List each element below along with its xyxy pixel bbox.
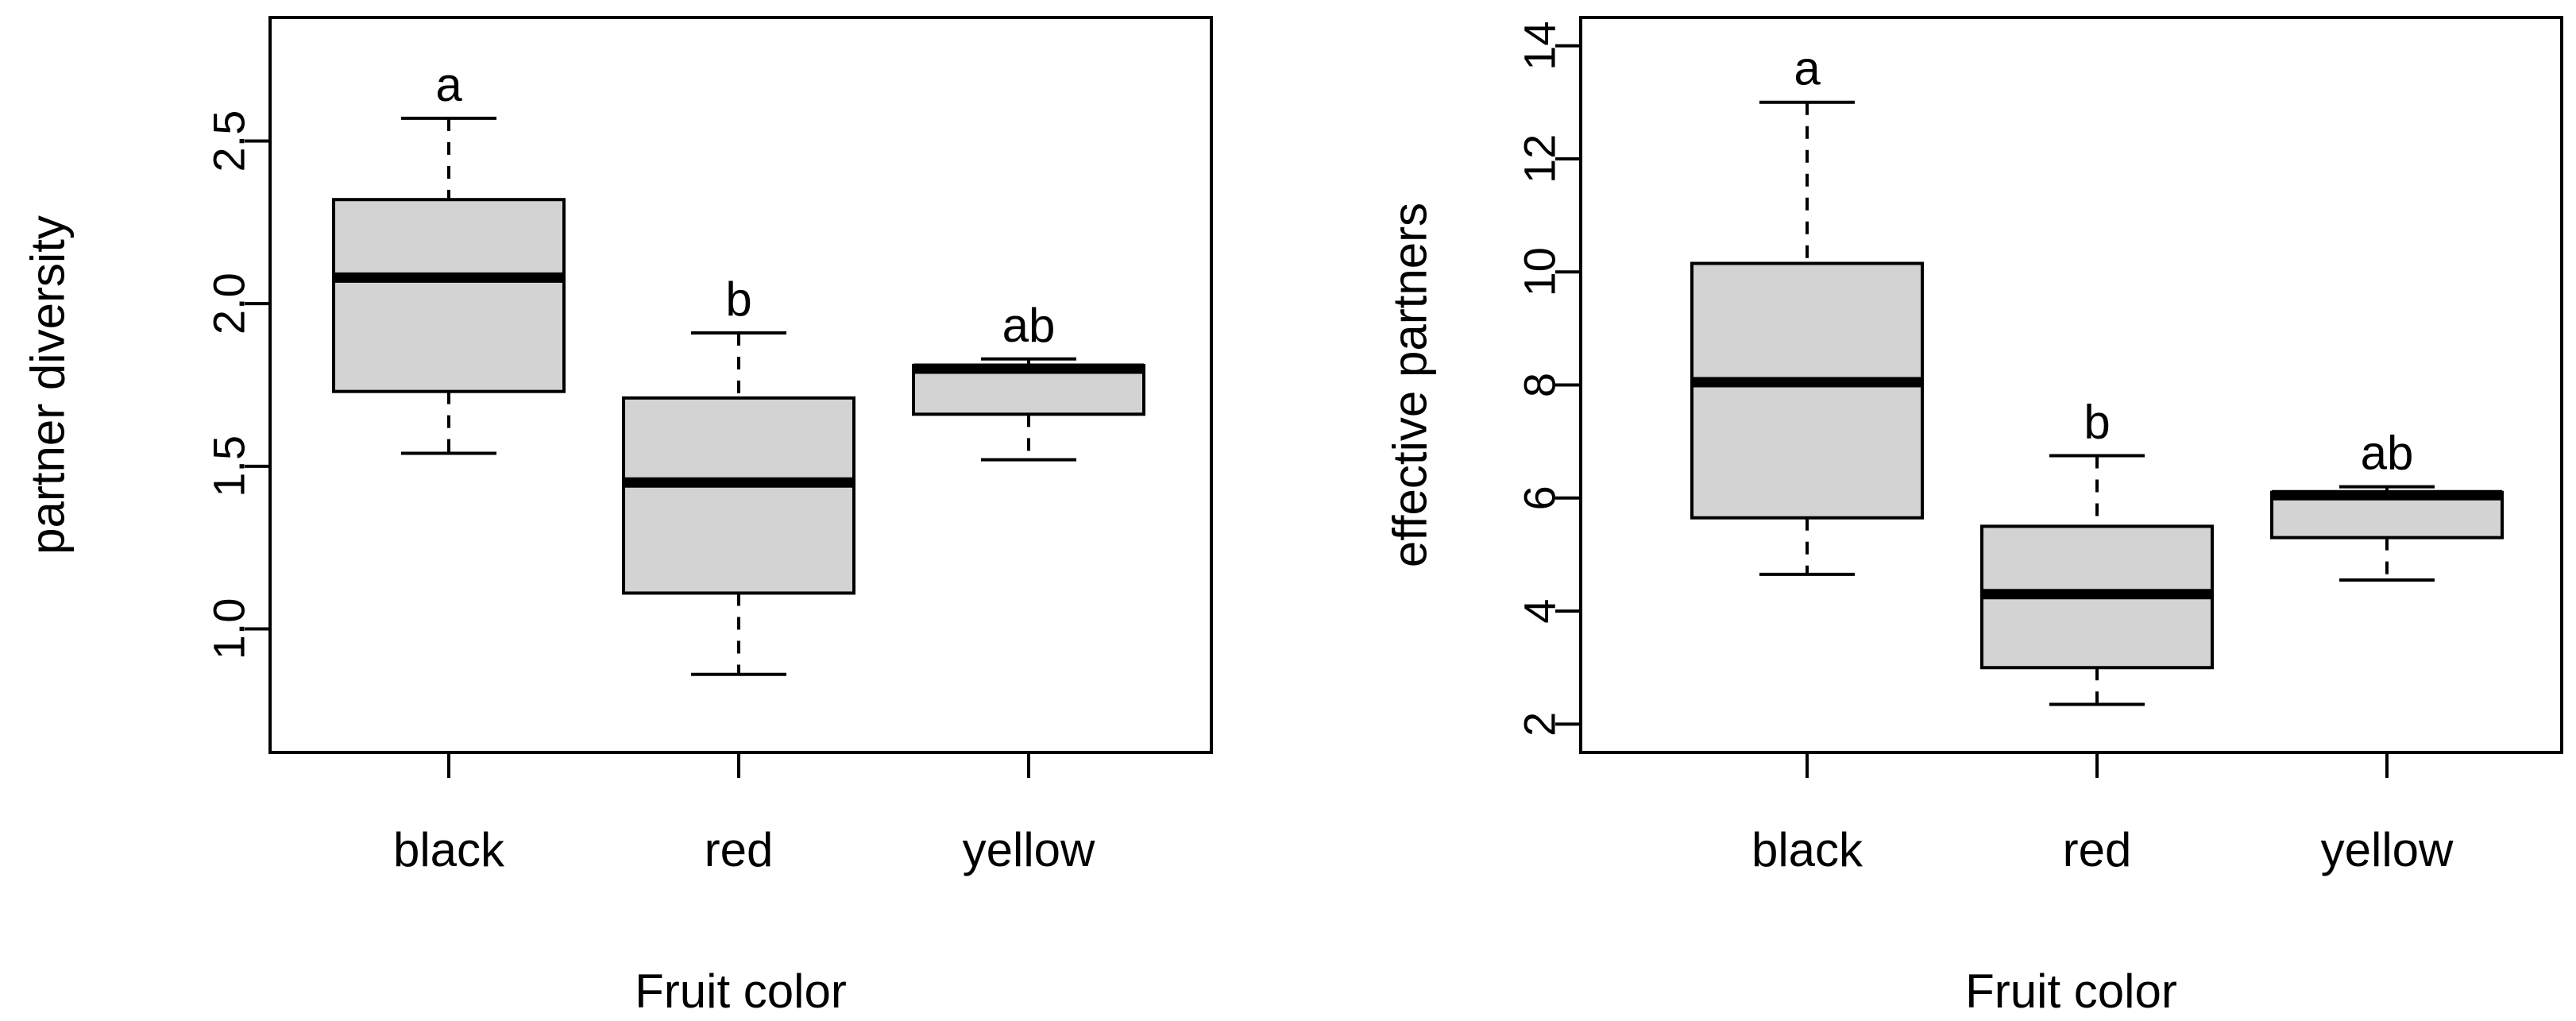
y-axis-label: partner diversity bbox=[21, 215, 75, 555]
y-tick-label: 8 bbox=[1515, 373, 1565, 397]
y-tick-label: 2.5 bbox=[204, 110, 254, 172]
x-tick-label: yellow bbox=[2321, 823, 2454, 876]
significance-letter: b bbox=[2084, 395, 2110, 448]
x-axis-label: Fruit color bbox=[1965, 965, 2177, 1018]
significance-letter: b bbox=[725, 273, 751, 326]
y-tick-label: 12 bbox=[1515, 134, 1565, 184]
box-black: a bbox=[1690, 42, 1924, 576]
box-red: b bbox=[622, 273, 855, 676]
iqr-box bbox=[1690, 261, 1924, 520]
x-tick-label: black bbox=[1751, 823, 1863, 876]
y-tick-label: 1.0 bbox=[204, 598, 254, 660]
box-red: b bbox=[1980, 395, 2214, 706]
significance-letter: a bbox=[435, 58, 462, 111]
iqr-box bbox=[622, 396, 855, 595]
x-tick-label: red bbox=[2063, 823, 2132, 876]
x-axis-label: Fruit color bbox=[635, 965, 847, 1018]
y-tick-label: 2.0 bbox=[204, 273, 254, 335]
significance-letter: ab bbox=[2361, 427, 2414, 480]
box-yellow: ab bbox=[2270, 427, 2504, 582]
y-tick-label: 2 bbox=[1515, 712, 1565, 737]
plot-frame bbox=[268, 16, 1213, 754]
x-tick-label: yellow bbox=[963, 823, 1095, 876]
y-tick-label: 4 bbox=[1515, 599, 1565, 624]
significance-letter: a bbox=[1794, 42, 1821, 95]
y-tick-label: 10 bbox=[1515, 247, 1565, 296]
significance-letter: ab bbox=[1002, 299, 1056, 352]
y-tick-label: 6 bbox=[1515, 485, 1565, 510]
box-yellow: ab bbox=[912, 299, 1145, 462]
y-tick-label: 1.5 bbox=[204, 435, 254, 497]
y-axis-label: effective partners bbox=[1384, 203, 1437, 567]
iqr-box bbox=[332, 198, 566, 393]
y-tick-label: 14 bbox=[1515, 21, 1565, 70]
x-tick-label: black bbox=[393, 823, 505, 876]
box-black: a bbox=[332, 58, 566, 455]
x-tick-label: red bbox=[705, 823, 774, 876]
